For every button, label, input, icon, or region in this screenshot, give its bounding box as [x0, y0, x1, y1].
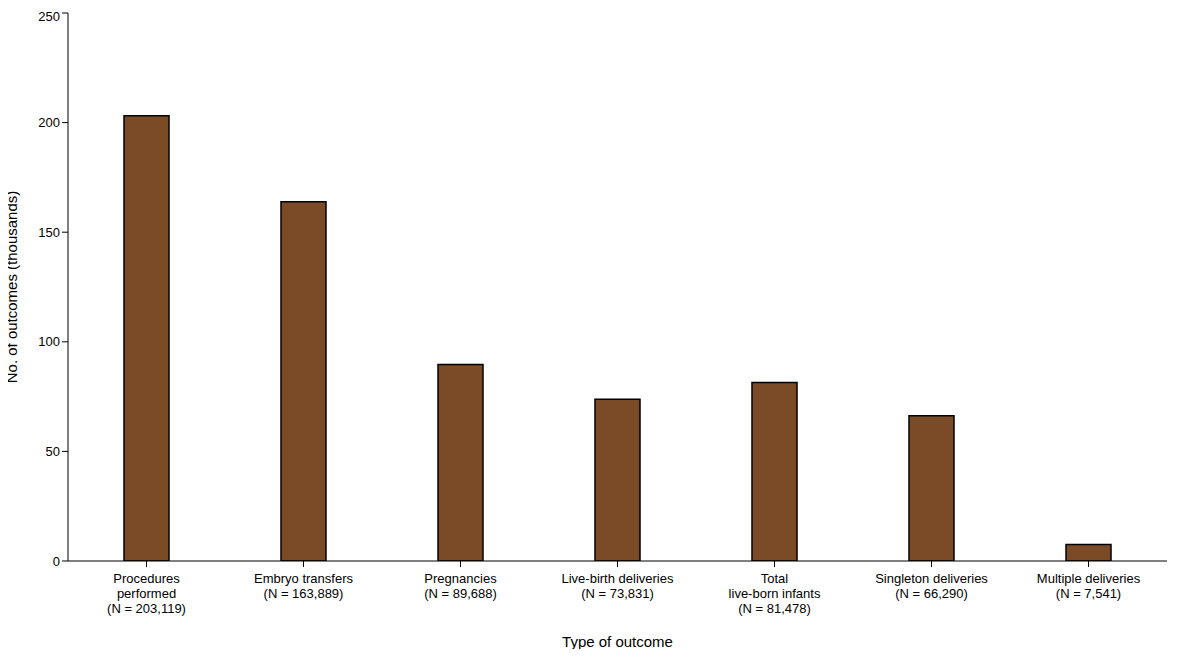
svg-text:150: 150 [38, 225, 60, 240]
svg-text:Proceduresperformed(N = 203,11: Proceduresperformed(N = 203,119) [107, 571, 186, 616]
svg-text:0: 0 [53, 554, 60, 569]
svg-text:200: 200 [38, 115, 60, 130]
svg-text:Pregnancies(N = 89,688): Pregnancies(N = 89,688) [424, 571, 497, 601]
svg-text:Embryo transfers(N = 163,889): Embryo transfers(N = 163,889) [254, 571, 353, 601]
svg-text:Multiple deliveries(N = 7,541): Multiple deliveries(N = 7,541) [1037, 571, 1141, 601]
svg-text:Live-birth deliveries(N = 73,8: Live-birth deliveries(N = 73,831) [562, 571, 674, 601]
svg-text:Type of outcome: Type of outcome [562, 633, 673, 649]
svg-text:50: 50 [46, 444, 60, 459]
svg-text:No. of outcomes (thousands): No. of outcomes (thousands) [8, 191, 20, 384]
svg-text:Totallive-born infants(N = 81,: Totallive-born infants(N = 81,478) [729, 571, 821, 616]
svg-text:250: 250 [38, 9, 60, 24]
svg-text:Singleton deliveries(N = 66,29: Singleton deliveries(N = 66,290) [875, 571, 988, 601]
svg-text:100: 100 [38, 334, 60, 349]
